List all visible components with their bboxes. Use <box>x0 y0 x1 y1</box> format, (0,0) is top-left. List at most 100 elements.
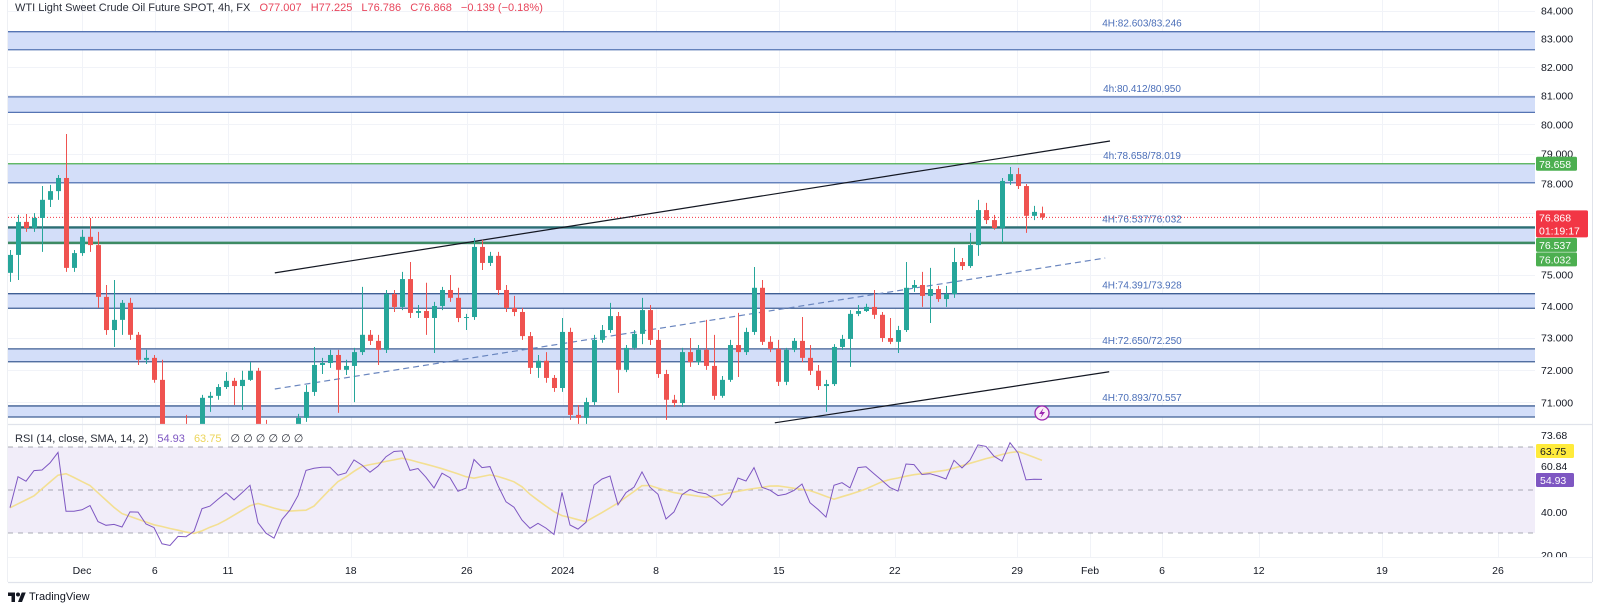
upper-channel-line[interactable] <box>274 140 1111 274</box>
candle-body <box>48 191 53 200</box>
candle-body <box>544 360 549 378</box>
candle-up <box>48 184 53 208</box>
candle-body <box>32 217 37 228</box>
candle-up <box>488 251 493 267</box>
candle-down <box>456 287 461 323</box>
zone-label: 4H:74.391/73.928 <box>1102 281 1182 292</box>
candle-up <box>216 384 221 400</box>
candle-up <box>640 297 645 345</box>
rsi-legend[interactable]: RSI (14, close, SMA, 14, 2) 54.93 63.75 … <box>15 432 303 446</box>
candle-body <box>144 357 149 360</box>
candle-down <box>528 331 533 375</box>
candle-body <box>928 289 933 296</box>
candle-body <box>680 352 685 404</box>
candle-down <box>816 364 821 390</box>
zone-labels: 4H:82.603/83.246 4h:80.412/80.950 4h:78.65… <box>1102 19 1182 404</box>
tradingview-brand-text: TradingView <box>29 591 90 603</box>
zone-box[interactable] <box>8 31 1535 51</box>
lower-channel-line[interactable] <box>774 371 1110 424</box>
zone-box[interactable] <box>8 226 1535 245</box>
close-value: 76.868 <box>418 2 452 14</box>
tradingview-brand[interactable]: TradingView <box>8 589 90 605</box>
rsi-badge: 54.93 <box>1536 473 1574 487</box>
rsi-ma-line <box>9 450 1043 535</box>
candle-body <box>392 294 397 307</box>
candle-body <box>128 302 133 335</box>
lightning-event-icon[interactable] <box>1034 405 1050 421</box>
open-value: 77.007 <box>268 2 302 14</box>
candle-up <box>56 174 61 200</box>
candle-body <box>520 311 525 337</box>
zone-box[interactable] <box>8 293 1535 309</box>
trendlines <box>274 140 1111 424</box>
candle-body <box>584 402 589 418</box>
time-axis[interactable]: Dec 6 11 18 26 2024 8 15 22 29 Feb 6 12 19 26 <box>8 557 1592 582</box>
candle-down <box>368 330 373 346</box>
candle-body <box>640 310 645 334</box>
rsi-axis-label: 40.00 <box>1541 507 1567 519</box>
candle-body <box>256 370 261 424</box>
price-axis[interactable]: 84.00083.00082.00081.00080.00079.00078.0… <box>1536 6 1588 410</box>
candle-down <box>936 285 941 302</box>
zone-box[interactable] <box>8 405 1535 418</box>
zone-box[interactable] <box>8 163 1535 184</box>
candle-down <box>448 275 453 302</box>
candle-body <box>560 331 565 389</box>
candle-body <box>992 220 997 228</box>
candle-body <box>952 262 957 295</box>
candle-up <box>464 313 469 331</box>
candle-body <box>936 289 941 300</box>
price-axis-label: 75.000 <box>1541 270 1573 282</box>
candle-down <box>880 311 885 342</box>
candle-body <box>320 363 325 365</box>
candle-body <box>944 294 949 300</box>
candle-body <box>552 377 557 389</box>
zone-box[interactable] <box>8 348 1535 363</box>
candle-up <box>560 317 565 392</box>
zone-fill <box>8 405 1535 417</box>
candle-body <box>208 395 213 398</box>
rsi-ma-value: 63.75 <box>193 433 222 445</box>
candle-body <box>664 374 669 400</box>
candle-up <box>536 354 541 378</box>
candle-body <box>984 210 989 221</box>
main-price-pane[interactable]: 4H:82.603/83.246 4h:80.412/80.950 4h:78.65… <box>8 19 1535 468</box>
price-axis-label: 74.000 <box>1541 301 1573 313</box>
zone-box[interactable] <box>8 96 1535 114</box>
candle-body <box>760 287 765 342</box>
candle-body <box>920 284 925 296</box>
rsi-title: RSI (14, close, SMA, 14, 2) <box>15 433 149 445</box>
rsi-pane[interactable] <box>8 441 1535 547</box>
candle-down <box>256 367 261 424</box>
zone-fill <box>8 227 1535 243</box>
candle-body <box>856 311 861 314</box>
lightning-bolt-icon <box>1039 408 1045 418</box>
time-axis-label: 18 <box>345 565 357 577</box>
candle-body <box>688 352 693 363</box>
candle-down <box>688 338 693 367</box>
candle-down <box>920 271 925 307</box>
price-badge-text: 76.868 <box>1539 212 1571 224</box>
candle-down <box>1024 183 1029 233</box>
candle-body <box>352 352 357 366</box>
candle-down <box>568 327 573 420</box>
candle-up <box>224 372 229 389</box>
candle-down <box>760 280 765 346</box>
candle-body <box>1032 211 1037 216</box>
tradingview-logo-icon <box>8 591 26 603</box>
candle-body <box>608 316 613 331</box>
symbol-title: WTI Light Sweet Crude Oil Future SPOT, 4… <box>15 2 251 14</box>
candle-body <box>1008 174 1013 181</box>
candle-body <box>912 284 917 288</box>
candle-up <box>80 229 85 256</box>
candle-up <box>744 327 749 355</box>
price-badge: 76.537 <box>1536 237 1577 252</box>
price-badge-bg <box>1536 210 1588 238</box>
zones <box>8 31 1535 418</box>
candle-body <box>8 254 13 273</box>
mid-channel-dashed-line[interactable] <box>274 257 1106 390</box>
candle-up <box>600 324 605 343</box>
